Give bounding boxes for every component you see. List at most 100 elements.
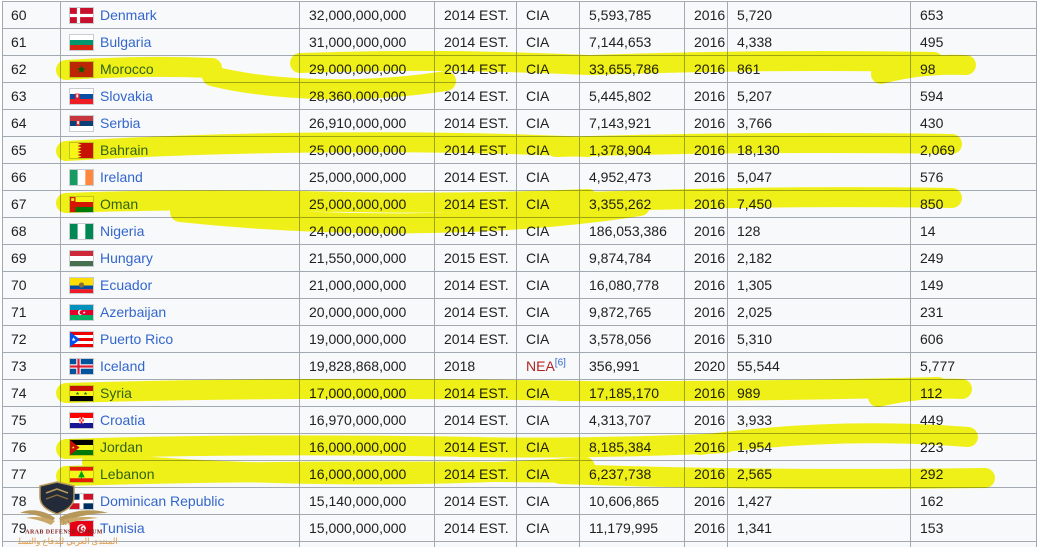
cell-year: 2016 bbox=[685, 515, 728, 542]
cell-year: 2016 bbox=[685, 137, 728, 164]
cell-country: Ireland bbox=[61, 164, 300, 191]
source-link[interactable]: NEA bbox=[526, 358, 555, 374]
source-label: CIA bbox=[526, 196, 550, 212]
source-label: CIA bbox=[526, 169, 550, 185]
cell-percapita: 2,565 bbox=[728, 461, 911, 488]
cell-source: CIA bbox=[517, 218, 580, 245]
country-link-serbia[interactable]: Serbia bbox=[100, 115, 141, 131]
cell-rank: 71 bbox=[3, 299, 61, 326]
cell-rank: 75 bbox=[3, 407, 61, 434]
table-row: 62 Morocco 29,000,000,000 2014 EST. CIA 33,65… bbox=[3, 56, 1037, 83]
cell-rank: 60 bbox=[3, 2, 61, 29]
country-link-bahrain[interactable]: Bahrain bbox=[100, 142, 149, 158]
country-link-lebanon[interactable]: Lebanon bbox=[100, 466, 155, 482]
source-label: CIA bbox=[526, 34, 550, 50]
flag-icon-oman bbox=[69, 195, 94, 213]
cell-country bbox=[61, 542, 300, 547]
cell-year: 2016 bbox=[685, 191, 728, 218]
cell-date: 2014 EST. bbox=[435, 515, 517, 542]
cell-year: 2016 bbox=[685, 245, 728, 272]
flag-icon-serbia bbox=[69, 114, 94, 132]
cell-source: CIA bbox=[517, 407, 580, 434]
cell-population: 3,578,056 bbox=[580, 326, 685, 353]
cell-population: 5,593,785 bbox=[580, 2, 685, 29]
cell-year: 2016 bbox=[685, 2, 728, 29]
country-link-bulgaria[interactable]: Bulgaria bbox=[100, 34, 152, 50]
cell-percapita: 7,450 bbox=[728, 191, 911, 218]
countries-table: 60 Denmark 32,000,000,000 2014 EST. CIA 5,593… bbox=[2, 1, 1037, 547]
table-row: 69 Hungary 21,550,000,000 2015 EST. CIA 9,874… bbox=[3, 245, 1037, 272]
cell-source bbox=[517, 542, 580, 547]
country-link-iceland[interactable]: Iceland bbox=[100, 358, 146, 374]
cell-percapita: 1,427 bbox=[728, 488, 911, 515]
source-label: CIA bbox=[526, 223, 550, 239]
table-row: 67 Oman 25,000,000,000 2014 EST. CIA 3,355,26… bbox=[3, 191, 1037, 218]
cell-year: 2016 bbox=[685, 83, 728, 110]
flag-icon-slovakia bbox=[69, 87, 94, 105]
source-label: CIA bbox=[526, 412, 550, 428]
cell-population: 9,872,765 bbox=[580, 299, 685, 326]
country-link-oman[interactable]: Oman bbox=[100, 196, 139, 212]
country-link-slovakia[interactable]: Slovakia bbox=[100, 88, 153, 104]
cell-value: 25,000,000,000 bbox=[300, 164, 435, 191]
cell-year: 2016 bbox=[685, 56, 728, 83]
cell-population: 1,378,904 bbox=[580, 137, 685, 164]
country-link-dominican-republic[interactable]: Dominican Republic bbox=[100, 493, 225, 509]
cell-extra: 449 bbox=[911, 407, 1037, 434]
cell-date bbox=[435, 542, 517, 547]
country-link-puerto-rico[interactable]: Puerto Rico bbox=[100, 331, 174, 347]
cell-date: 2015 EST. bbox=[435, 245, 517, 272]
cell-percapita: 128 bbox=[728, 218, 911, 245]
country-link-denmark[interactable]: Denmark bbox=[100, 7, 157, 23]
cell-population: 7,144,653 bbox=[580, 29, 685, 56]
table-row: 60 Denmark 32,000,000,000 2014 EST. CIA 5,593… bbox=[3, 2, 1037, 29]
flag-icon-syria bbox=[69, 384, 94, 402]
cell-year: 2020 bbox=[685, 353, 728, 380]
cell-value: 19,828,868,000 bbox=[300, 353, 435, 380]
cell-percapita: 18,130 bbox=[728, 137, 911, 164]
cell-extra: 430 bbox=[911, 110, 1037, 137]
cell-percapita: 5,047 bbox=[728, 164, 911, 191]
cell-percapita: 1,305 bbox=[728, 272, 911, 299]
source-label: CIA bbox=[526, 7, 550, 23]
country-link-ecuador[interactable]: Ecuador bbox=[100, 277, 153, 293]
cell-value: 25,000,000,000 bbox=[300, 137, 435, 164]
cell-country: Slovakia bbox=[61, 83, 300, 110]
table-row: 63 Slovakia 28,360,000,000 2014 EST. CIA 5,44… bbox=[3, 83, 1037, 110]
country-link-croatia[interactable]: Croatia bbox=[100, 412, 146, 428]
cell-country: Tunisia bbox=[61, 515, 300, 542]
cell-extra: 606 bbox=[911, 326, 1037, 353]
country-link-azerbaijan[interactable]: Azerbaijan bbox=[100, 304, 167, 320]
cell-rank: 68 bbox=[3, 218, 61, 245]
country-link-hungary[interactable]: Hungary bbox=[100, 250, 153, 266]
cell-rank: 79 bbox=[3, 515, 61, 542]
reference-link[interactable]: [6] bbox=[554, 357, 566, 369]
cell-rank bbox=[3, 542, 61, 547]
country-link-jordan[interactable]: Jordan bbox=[100, 439, 143, 455]
cell-rank: 67 bbox=[3, 191, 61, 218]
cell-percapita: 3,766 bbox=[728, 110, 911, 137]
table-row: 75 Croatia 16,970,000,000 2014 EST. CIA 4,313… bbox=[3, 407, 1037, 434]
cell-year: 2016 bbox=[685, 461, 728, 488]
country-link-morocco[interactable]: Morocco bbox=[100, 61, 154, 77]
country-link-ireland[interactable]: Ireland bbox=[100, 169, 143, 185]
cell-year: 2016 bbox=[685, 164, 728, 191]
country-link-tunisia[interactable]: Tunisia bbox=[100, 520, 145, 536]
cell-value: 17,000,000,000 bbox=[300, 380, 435, 407]
country-link-nigeria[interactable]: Nigeria bbox=[100, 223, 145, 239]
cell-year: 2016 bbox=[685, 272, 728, 299]
cell-source: CIA bbox=[517, 515, 580, 542]
cell-country: Nigeria bbox=[61, 218, 300, 245]
cell-source: CIA bbox=[517, 110, 580, 137]
cell-country: Ecuador bbox=[61, 272, 300, 299]
cell-rank: 66 bbox=[3, 164, 61, 191]
cell-population: 16,080,778 bbox=[580, 272, 685, 299]
source-label: CIA bbox=[526, 331, 550, 347]
cell-source: CIA bbox=[517, 488, 580, 515]
cell-population: 10,606,865 bbox=[580, 488, 685, 515]
country-link-syria[interactable]: Syria bbox=[100, 385, 132, 401]
cell-source: CIA bbox=[517, 272, 580, 299]
source-label: CIA bbox=[526, 520, 550, 536]
cell-population: 6,237,738 bbox=[580, 461, 685, 488]
